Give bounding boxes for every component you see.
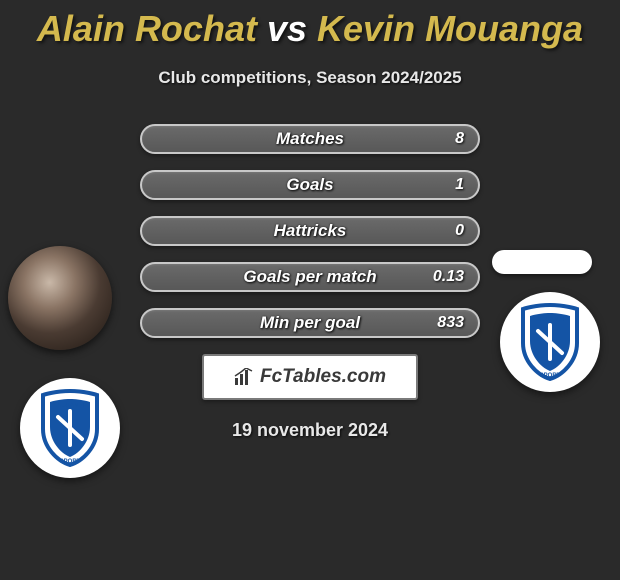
stat-label: Goals per match xyxy=(243,267,376,287)
content-area: LAUSANNE SPORT LAUSANNE SPORT Matches 8 … xyxy=(0,124,620,441)
stat-right-value: 0.13 xyxy=(433,268,464,286)
player-b-country-pill xyxy=(492,250,592,274)
stat-table: Matches 8 Goals 1 Hattricks 0 Goals per … xyxy=(140,124,480,338)
lausanne-shield-icon: LAUSANNE SPORT xyxy=(35,389,105,467)
bars-icon xyxy=(234,368,256,386)
page-title: Alain Rochat vs Kevin Mouanga xyxy=(0,0,620,50)
brand-badge[interactable]: FcTables.com xyxy=(202,354,418,400)
stat-row: Goals per match 0.13 xyxy=(140,262,480,292)
stat-right-value: 8 xyxy=(455,130,464,148)
player-b-name: Kevin Mouanga xyxy=(317,8,583,49)
brand-logo: FcTables.com xyxy=(234,366,386,388)
stat-label: Goals xyxy=(286,175,333,195)
player-a-club-badge: LAUSANNE SPORT xyxy=(20,378,120,478)
stat-label: Min per goal xyxy=(260,313,360,333)
svg-text:LAUSANNE: LAUSANNE xyxy=(53,403,86,409)
stat-right-value: 1 xyxy=(455,176,464,194)
subtitle: Club competitions, Season 2024/2025 xyxy=(0,68,620,88)
stat-right-value: 0 xyxy=(455,222,464,240)
vs-separator: vs xyxy=(267,8,307,49)
brand-text: FcTables.com xyxy=(260,366,386,388)
stat-row: Matches 8 xyxy=(140,124,480,154)
player-b-club-badge: LAUSANNE SPORT xyxy=(500,292,600,392)
player-a-name: Alain Rochat xyxy=(37,8,257,49)
svg-text:SPORT: SPORT xyxy=(60,459,81,465)
stat-row: Min per goal 833 xyxy=(140,308,480,338)
stat-label: Matches xyxy=(276,129,344,149)
lausanne-shield-icon: LAUSANNE SPORT xyxy=(515,303,585,381)
stat-label: Hattricks xyxy=(274,221,347,241)
stat-right-value: 833 xyxy=(437,314,464,332)
svg-text:SPORT: SPORT xyxy=(540,373,561,379)
stat-row: Hattricks 0 xyxy=(140,216,480,246)
svg-text:LAUSANNE: LAUSANNE xyxy=(533,317,566,323)
player-a-avatar xyxy=(8,246,112,350)
stat-row: Goals 1 xyxy=(140,170,480,200)
